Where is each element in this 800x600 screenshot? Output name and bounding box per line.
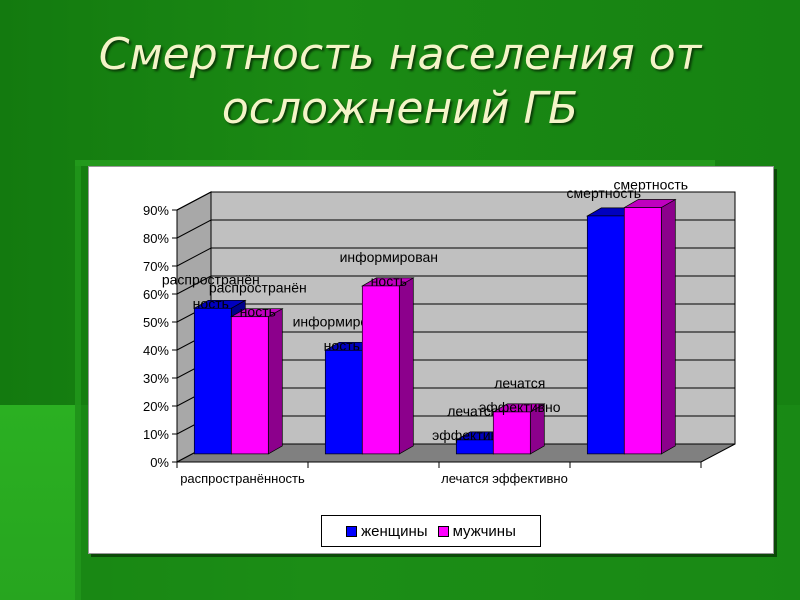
bar-side <box>398 277 414 455</box>
legend-item-women: женщины <box>346 522 428 540</box>
data-label: смертность <box>567 185 642 201</box>
data-label: распространëн <box>209 280 307 296</box>
slide-title: Смертность населения от осложнений ГБ <box>0 28 800 136</box>
y-tick-label: 60% <box>143 287 169 302</box>
background-panel-left <box>0 405 75 600</box>
chart-frame: 0% 10% 20% 30% 40% 50% 60% 70% 80% 90% распростран… <box>88 166 774 554</box>
y-tick-label: 40% <box>143 343 169 358</box>
data-label: ность <box>324 337 360 353</box>
data-label: лечатся <box>494 375 545 391</box>
data-label: лечатся <box>447 403 498 419</box>
gridline <box>176 247 735 267</box>
bar <box>586 215 625 455</box>
x-tick-label: лечатся эффективно <box>441 471 568 486</box>
y-tick-label: 0% <box>150 455 169 470</box>
y-tick-label: 20% <box>143 399 169 414</box>
y-tick-label: 50% <box>143 315 169 330</box>
y-tick-label: 90% <box>143 203 169 218</box>
bar <box>623 207 662 455</box>
data-label: ность <box>371 273 407 289</box>
bar <box>193 307 232 455</box>
data-label: эффективно <box>479 399 561 415</box>
legend-swatch-men <box>437 525 449 537</box>
y-tick-label: 10% <box>143 427 169 442</box>
chart-legend: женщины мужчины <box>321 515 541 547</box>
y-tick-label: 80% <box>143 231 169 246</box>
bar <box>492 411 531 455</box>
bar-chart: 0% 10% 20% 30% 40% 50% 60% 70% 80% 90% распростран… <box>143 177 736 486</box>
data-label: смертность <box>614 177 689 193</box>
gridline <box>176 275 735 295</box>
y-tick-label: 70% <box>143 259 169 274</box>
bar <box>324 349 363 455</box>
slide-title-line2: осложнений ГБ <box>221 83 579 134</box>
legend-swatch-women <box>346 525 358 537</box>
data-label: ность <box>240 304 276 320</box>
background-vstripe <box>75 160 81 600</box>
gridline <box>176 191 735 211</box>
data-label: ность <box>193 295 229 311</box>
gridline <box>176 219 735 239</box>
y-tick-label: 30% <box>143 371 169 386</box>
x-tick-label: распространённость <box>180 471 305 486</box>
bar <box>361 285 400 455</box>
legend-label-women: женщины <box>361 522 428 540</box>
legend-label-men: мужчины <box>452 522 516 540</box>
data-label: информирован <box>340 249 438 265</box>
bar-side <box>660 198 676 455</box>
slide-title-line1: Смертность населения от <box>98 29 702 80</box>
legend-item-men: мужчины <box>437 522 516 540</box>
data-label: распространëн <box>162 271 260 287</box>
background-stripe <box>75 160 715 166</box>
bar-side <box>267 308 283 455</box>
bar <box>230 316 269 455</box>
